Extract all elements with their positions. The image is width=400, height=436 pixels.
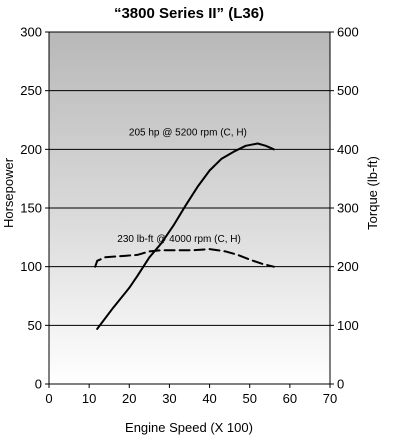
y-tick-label-left: 50 — [28, 318, 42, 333]
annotation-label: 230 lb-ft @ 4000 rpm (C, H) — [117, 234, 241, 245]
series-layer — [94, 142, 275, 330]
torque-line — [94, 248, 275, 268]
y-tick-label-right: 300 — [337, 201, 359, 216]
x-tick-label: 20 — [122, 391, 136, 406]
horsepower-line — [96, 142, 275, 330]
annotation-label: 205 hp @ 5200 rpm (C, H) — [129, 127, 247, 138]
y-tick-label-left: 250 — [20, 83, 42, 98]
y-tick-label-right: 600 — [337, 25, 359, 40]
y-tick-label-right: 100 — [337, 318, 359, 333]
y-tick-label-right: 200 — [337, 259, 359, 274]
y-tick-label-left: 100 — [20, 259, 42, 274]
y-tick-label-right: 0 — [337, 377, 344, 392]
x-tick-label: 10 — [82, 391, 96, 406]
annotations: 205 hp @ 5200 rpm (C, H) 230 lb-ft @ 4000… — [117, 127, 247, 245]
x-tick-label: 70 — [323, 391, 337, 406]
y-axis-label-left: Horsepower — [1, 157, 16, 228]
y-tick-label-right: 400 — [337, 142, 359, 157]
x-axis-label: Engine Speed (X 100) — [125, 420, 253, 435]
y-axis-label-right: Torque (lb-ft) — [365, 156, 380, 230]
x-tick-label: 50 — [242, 391, 256, 406]
y-tick-label-left: 200 — [20, 142, 42, 157]
x-tick-label: 60 — [283, 391, 297, 406]
x-tick-label: 40 — [202, 391, 216, 406]
x-tick-label: 30 — [162, 391, 176, 406]
y-tick-label-right: 500 — [337, 83, 359, 98]
y-tick-label-left: 300 — [20, 25, 42, 40]
x-tick-label: 0 — [45, 391, 52, 406]
chart-title: “3800 Series II” (L36) — [114, 5, 264, 22]
y-tick-label-left: 150 — [20, 201, 42, 216]
y-tick-label-left: 0 — [35, 377, 42, 392]
axes — [45, 31, 334, 388]
